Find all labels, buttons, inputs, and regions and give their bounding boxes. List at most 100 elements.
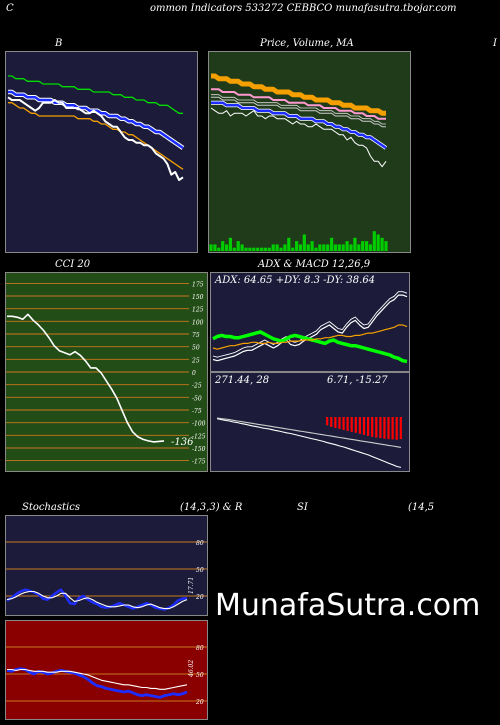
rsi-current-label: 46.02 [188, 660, 195, 678]
macd-signal-line [216, 417, 402, 448]
bollinger-panel [5, 51, 198, 253]
volume-bar [310, 241, 314, 251]
cci-tick-label: 125 [192, 307, 204, 314]
stochastics-params: (14,3,3) & R [180, 502, 243, 513]
volume-bar [217, 247, 221, 251]
cci-title: CCI 20 [55, 259, 91, 270]
cci-tick-label: -75 [192, 408, 202, 415]
macd-histogram-bar [387, 417, 390, 440]
cci-tick-label: -25 [192, 383, 202, 390]
cci-tick-label: -50 [192, 395, 202, 402]
volume-bar [376, 234, 380, 251]
cci-tick-label: -125 [192, 433, 206, 440]
cci-line [7, 313, 165, 443]
volume-bar [209, 244, 213, 251]
volume-bar [213, 244, 217, 251]
stoch-tick-label: 20 [195, 594, 204, 601]
macd-histogram-bar [334, 417, 337, 428]
header-right-letter: I [493, 38, 497, 49]
volume-bar [330, 237, 334, 251]
volume-bar [291, 247, 295, 251]
price-panel [208, 51, 411, 253]
volume-bar [271, 244, 275, 251]
cci-tick-label: -175 [192, 459, 206, 466]
macd-histogram-bar [346, 417, 349, 431]
volume-bar [372, 231, 376, 251]
bb-middle-line [8, 90, 184, 150]
bollinger-title: B [55, 38, 63, 49]
stoch-tick-label: 50 [196, 567, 204, 574]
macd-macd-line [216, 418, 402, 468]
macd-histogram-bar [379, 417, 382, 439]
cci-tick-label: 150 [192, 294, 204, 301]
cci-chart: 175 150 125 100 75 50 25 0 -25 -50 -75 -100 -125 -150… [6, 281, 206, 466]
volume-bar [287, 237, 291, 251]
cci-tick-label: -100 [192, 421, 206, 428]
stoch-d-line [6, 590, 188, 610]
volume-bar [365, 241, 369, 251]
cci-tick-label: 75 [192, 332, 200, 339]
volume-bar [322, 244, 326, 251]
volume-bar [357, 244, 361, 251]
price-ma-gray-upper-line [211, 94, 386, 125]
macd-histogram-bar [354, 417, 357, 433]
bb-upper-line [8, 75, 183, 114]
volume-bar [302, 234, 306, 251]
bollinger-chart [7, 75, 185, 181]
volume-bar [341, 244, 345, 251]
volume-bar [333, 244, 337, 251]
volume-bar [260, 247, 264, 251]
volume-bar [345, 241, 349, 251]
rsi-tick-label: 50 [196, 672, 204, 679]
macd-histogram-bar [395, 417, 398, 440]
macd-left-values: 271.44, 28 [215, 375, 270, 386]
cci-tick-label: 0 [192, 370, 196, 377]
volume-bar [368, 244, 372, 251]
page-title: ommon Indicators 533272 CEBBCO munafasut… [150, 3, 457, 14]
cci-current-label: -136 [171, 437, 194, 448]
macd-histogram-bar [326, 417, 329, 426]
stoch-tick-label: 80 [196, 540, 204, 547]
volume-bar [248, 247, 252, 251]
volume-bar [221, 241, 225, 251]
macd-chart [216, 417, 402, 468]
watermark: MunafaSutra.com [215, 588, 481, 623]
adx-minus-dy-line [212, 324, 408, 350]
volume-bar [326, 244, 330, 251]
cci-tick-label: 25 [191, 357, 200, 364]
volume-bar [236, 241, 240, 251]
cci-tick-label: 175 [192, 281, 204, 288]
adx-macd-title: ADX & MACD 12,26,9 [258, 259, 371, 270]
rsi-panel: 80 50 20 46.02 [5, 620, 208, 720]
volume-bar [256, 247, 260, 251]
stoch-current-label: 17.71 [188, 577, 195, 594]
volume-bar [349, 244, 353, 251]
stochastics-panel: 80 50 20 17.71 [5, 515, 208, 616]
stochastics-title: Stochastics [22, 502, 80, 513]
adx-upper-line [212, 291, 408, 358]
volume-bar [244, 247, 248, 251]
macd-histogram-bar [399, 417, 402, 440]
macd-right-values: 6.71, -15.27 [327, 375, 388, 386]
rsi-chart: 80 50 20 46.02 [6, 645, 207, 706]
adx-panel: ADX: 64.65 +DY: 8.3 -DY: 38.64 [210, 272, 410, 372]
volume-bar [240, 244, 244, 251]
macd-panel: 271.44, 28 6.71, -15.27 [210, 372, 410, 472]
rsi-title: SI [297, 502, 308, 513]
macd-histogram-bar [362, 417, 366, 435]
volume-bar [275, 244, 279, 251]
macd-histogram-bar [342, 417, 345, 430]
volume-bar [263, 247, 267, 251]
adx-values: ADX: 64.65 +DY: 8.3 -DY: 38.64 [215, 275, 376, 286]
price-ma-gray-line [211, 96, 386, 128]
macd-histogram-bar [330, 417, 333, 427]
macd-histogram-bar [383, 417, 386, 439]
volume-bar [384, 241, 388, 251]
macd-histogram-bar [350, 417, 353, 432]
bb-price-line [7, 96, 184, 181]
cci-tick-label: 50 [192, 345, 200, 352]
macd-histogram-bar [338, 417, 341, 429]
volume-bar [267, 247, 271, 251]
header-left-letter: C [6, 3, 14, 14]
price-ma-orange-line [211, 73, 386, 116]
